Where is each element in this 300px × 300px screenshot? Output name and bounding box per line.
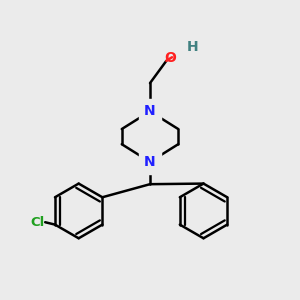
Text: N: N — [144, 155, 156, 169]
Text: N: N — [144, 104, 156, 118]
Text: Cl: Cl — [30, 216, 44, 229]
Text: H: H — [186, 40, 198, 55]
Text: O: O — [164, 52, 176, 65]
